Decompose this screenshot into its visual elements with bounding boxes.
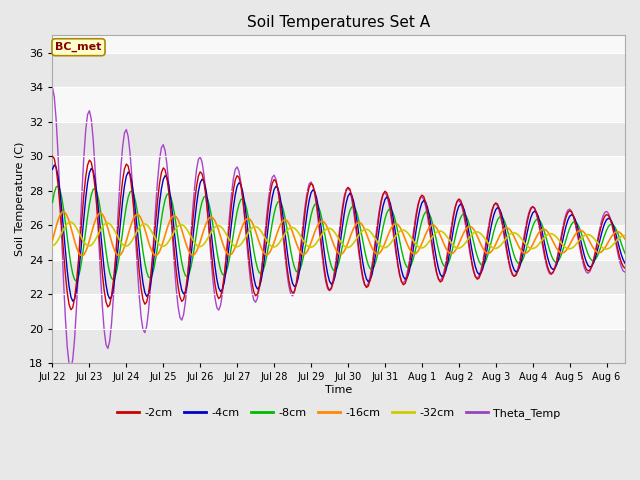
- Bar: [52, 53, 625, 87]
- Bar: [52, 225, 625, 260]
- Title: Soil Temperatures Set A: Soil Temperatures Set A: [247, 15, 430, 30]
- Bar: [52, 87, 625, 121]
- Bar: [52, 294, 625, 328]
- Y-axis label: Soil Temperature (C): Soil Temperature (C): [15, 142, 25, 256]
- Bar: [52, 191, 625, 225]
- Text: BC_met: BC_met: [55, 42, 102, 52]
- Legend: -2cm, -4cm, -8cm, -16cm, -32cm, Theta_Temp: -2cm, -4cm, -8cm, -16cm, -32cm, Theta_Te…: [112, 403, 565, 423]
- Bar: [52, 121, 625, 156]
- Bar: [52, 328, 625, 363]
- Bar: [52, 260, 625, 294]
- X-axis label: Time: Time: [325, 385, 353, 395]
- Bar: [52, 156, 625, 191]
